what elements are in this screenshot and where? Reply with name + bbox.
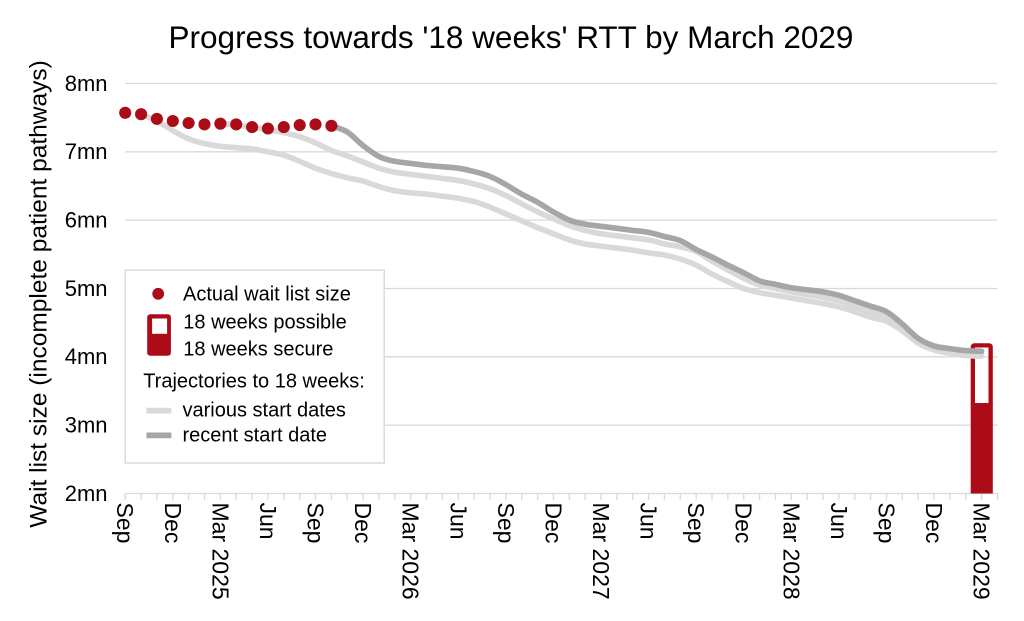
svg-text:Dec: Dec xyxy=(350,503,376,544)
svg-text:Sep: Sep xyxy=(874,503,900,544)
svg-text:3mn: 3mn xyxy=(65,413,108,438)
svg-text:Jun: Jun xyxy=(826,503,852,540)
svg-text:2mn: 2mn xyxy=(65,481,108,506)
svg-text:Jun: Jun xyxy=(255,503,281,540)
svg-text:Dec: Dec xyxy=(540,503,566,544)
svg-text:Sep: Sep xyxy=(493,503,519,544)
svg-text:Actual wait list size: Actual wait list size xyxy=(183,284,351,306)
svg-text:7mn: 7mn xyxy=(65,139,108,164)
svg-text:4mn: 4mn xyxy=(65,344,108,369)
svg-text:various start dates: various start dates xyxy=(183,400,346,422)
svg-text:6mn: 6mn xyxy=(65,208,108,233)
svg-text:5mn: 5mn xyxy=(65,276,108,301)
svg-text:Dec: Dec xyxy=(160,503,186,544)
svg-text:Mar 2028: Mar 2028 xyxy=(778,503,804,600)
svg-text:Sep: Sep xyxy=(303,503,329,544)
svg-text:Progress towards '18 weeks' RT: Progress towards '18 weeks' RTT by March… xyxy=(169,19,854,55)
svg-text:Jun: Jun xyxy=(636,503,662,540)
svg-text:Dec: Dec xyxy=(731,503,757,544)
svg-text:Mar 2029: Mar 2029 xyxy=(969,503,995,600)
svg-text:18 weeks possible: 18 weeks possible xyxy=(183,312,346,334)
svg-text:Trajectories to 18 weeks:: Trajectories to 18 weeks: xyxy=(143,371,365,393)
svg-text:Mar 2026: Mar 2026 xyxy=(398,503,424,600)
svg-text:recent start date: recent start date xyxy=(183,425,328,447)
svg-text:Sep: Sep xyxy=(112,503,138,544)
svg-text:8mn: 8mn xyxy=(65,71,108,96)
svg-text:Sep: Sep xyxy=(683,503,709,544)
svg-text:Wait list size (incomplete pat: Wait list size (incomplete patient pathw… xyxy=(26,60,53,528)
svg-text:18 weeks secure: 18 weeks secure xyxy=(183,339,333,361)
svg-text:Jun: Jun xyxy=(445,503,471,540)
svg-text:Dec: Dec xyxy=(921,503,947,544)
svg-text:Mar 2027: Mar 2027 xyxy=(588,503,614,600)
svg-text:Mar 2025: Mar 2025 xyxy=(207,503,233,600)
